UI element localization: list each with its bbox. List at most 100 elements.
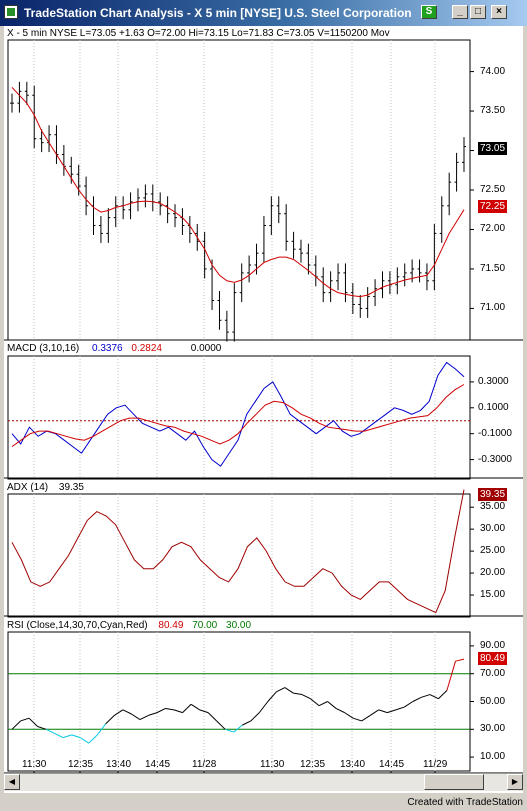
- rsi-line-segment: [378, 709, 388, 714]
- price-tick-label: 71.50: [480, 262, 506, 274]
- adx-panel-header: ADX (14) 39.35: [7, 482, 84, 493]
- rsi-line-segment: [114, 709, 124, 716]
- macd-diff-value: 0.0000: [190, 343, 222, 354]
- rsi-line-segment: [173, 709, 183, 714]
- rsi-line-segment: [45, 728, 55, 734]
- scroll-right-button[interactable]: ▶: [507, 774, 523, 790]
- time-axis-label: 12:35: [300, 759, 326, 770]
- rsi-tick-label: 50.00: [480, 695, 506, 707]
- panel-frame: [7, 631, 471, 772]
- rsi-tick-label: 30.00: [480, 723, 506, 735]
- rsi-line-segment: [105, 715, 115, 725]
- rsi-line-segment: [139, 714, 149, 721]
- rsi-line-segment: [293, 692, 303, 696]
- adx-line: [11, 489, 465, 614]
- rsi-tick-label: 70.00: [480, 667, 506, 679]
- rsi-line-segment: [199, 709, 209, 714]
- rsi-line-segment: [63, 734, 72, 739]
- macd-value: 0.3376: [92, 343, 123, 354]
- app-icon: [4, 5, 18, 19]
- moving-average-marker: 72.25: [478, 200, 508, 213]
- maximize-button[interactable]: □: [470, 5, 486, 19]
- rsi-line-segment: [242, 720, 252, 726]
- rsi-value-marker: 80.49: [478, 652, 508, 665]
- scroll-thumb[interactable]: [424, 774, 484, 790]
- rsi-line-segment: [412, 696, 422, 702]
- strategy-status-button[interactable]: S: [421, 5, 437, 19]
- rsi-line-segment: [438, 690, 448, 700]
- panel-frame: [7, 493, 471, 618]
- macd-title: MACD (3,10,16): [7, 343, 80, 354]
- rsi-line-segment: [148, 712, 158, 716]
- chart-canvas[interactable]: [4, 26, 523, 793]
- scroll-left-button[interactable]: ◀: [4, 774, 20, 790]
- panel-frame: [7, 355, 471, 480]
- macd-tick-label: -0.3000: [478, 453, 512, 465]
- price-tick-label: 72.50: [480, 184, 506, 195]
- rsi-line-segment: [54, 733, 64, 739]
- last-price-marker: 73.05: [478, 142, 508, 155]
- time-axis-label: 12:35: [68, 759, 94, 770]
- time-axis-label: 11:30: [22, 759, 47, 770]
- rsi-line-segment: [344, 712, 354, 719]
- adx-value-marker: 39.35: [478, 488, 508, 501]
- time-axis-label: 13:40: [340, 759, 366, 770]
- rsi-line-segment: [310, 698, 320, 707]
- adx-tick-label: 25.00: [480, 545, 506, 557]
- rsi-tick-label: 10.00: [480, 751, 506, 763]
- rsi-title: RSI (Close,14,30,70,Cyan,Red): [7, 620, 148, 631]
- rsi-line-segment: [165, 707, 175, 711]
- rsi-overbought-value: 70.00: [192, 620, 218, 631]
- rsi-line-segment: [233, 724, 243, 733]
- rsi-line-segment: [28, 717, 38, 727]
- macd-tick-label: 0.1000: [478, 401, 509, 413]
- rsi-line-segment: [11, 720, 21, 730]
- chart-area[interactable]: X - 5 min NYSE L=73.05 +1.63 O=72.00 Hi=…: [4, 26, 523, 793]
- rsi-line-segment: [88, 734, 98, 744]
- rsi-line-segment: [79, 737, 90, 744]
- rsi-line-segment: [258, 701, 269, 713]
- window-title: TradeStation Chart Analysis - X 5 min [N…: [24, 6, 412, 20]
- macd-signal-line: [11, 384, 465, 448]
- rsi-line-segment: [37, 726, 47, 730]
- price-panel-header: X - 5 min NYSE L=73.05 +1.63 O=72.00 Hi=…: [7, 28, 390, 39]
- close-button[interactable]: ×: [491, 5, 507, 19]
- macd-signal-value: 0.2824: [131, 343, 162, 354]
- panel-frame: [7, 39, 471, 341]
- rsi-line-segment: [190, 703, 200, 711]
- rsi-line-segment: [131, 713, 141, 720]
- macd-tick-label: 0.3000: [478, 375, 509, 387]
- rsi-line-segment: [182, 703, 192, 713]
- rsi-line-segment: [156, 708, 166, 714]
- horizontal-scrollbar[interactable]: ◀ ▶: [4, 773, 523, 791]
- rsi-line-segment: [352, 717, 362, 722]
- rsi-line-segment: [20, 717, 30, 722]
- rsi-line-segment: [318, 701, 328, 707]
- minimize-button[interactable]: _: [452, 5, 468, 19]
- moving-average-line: [11, 87, 465, 298]
- rsi-line-segment: [96, 723, 107, 736]
- adx-tick-label: 15.00: [480, 589, 506, 601]
- footer-credit: Created with TradeStation: [407, 797, 523, 808]
- rsi-line-segment: [267, 691, 277, 702]
- price-tick-label: 74.00: [480, 65, 506, 77]
- price-tick-label: 73.50: [480, 105, 506, 117]
- price-tick-label: 72.00: [480, 223, 506, 235]
- rsi-oversold-value: 30.00: [226, 620, 252, 631]
- rsi-line-segment: [429, 694, 439, 700]
- rsi-line-segment: [250, 712, 260, 722]
- rsi-value: 80.49: [158, 620, 184, 631]
- macd-tick-label: -0.1000: [478, 427, 512, 439]
- rsi-line-segment: [122, 709, 132, 715]
- macd-panel-header: MACD (3,10,16) 0.3376 0.2824 0.0000: [7, 343, 221, 354]
- time-axis-label: 14:45: [379, 759, 405, 770]
- rsi-line-segment: [369, 709, 379, 716]
- adx-value: 39.35: [58, 482, 84, 493]
- time-axis-label: 13:40: [106, 759, 132, 770]
- rsi-line-segment: [207, 712, 218, 722]
- rsi-line-segment: [455, 658, 465, 662]
- time-axis-label: 11:30: [260, 759, 285, 770]
- time-axis-label: 11/28: [192, 759, 217, 770]
- time-axis-label: 14:45: [145, 759, 171, 770]
- macd-line: [11, 361, 465, 467]
